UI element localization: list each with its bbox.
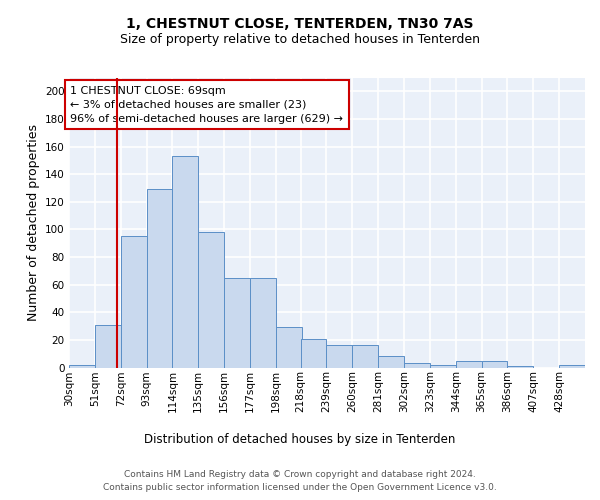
Bar <box>199 232 224 368</box>
Text: Contains HM Land Registry data © Crown copyright and database right 2024.
Contai: Contains HM Land Registry data © Crown c… <box>103 470 497 492</box>
Bar <box>69 364 95 368</box>
Bar <box>508 366 533 368</box>
Bar <box>585 364 600 368</box>
Text: 1, CHESTNUT CLOSE, TENTERDEN, TN30 7AS: 1, CHESTNUT CLOSE, TENTERDEN, TN30 7AS <box>126 18 474 32</box>
Bar <box>404 364 430 368</box>
Bar <box>121 236 146 368</box>
Text: Size of property relative to detached houses in Tenterden: Size of property relative to detached ho… <box>120 32 480 46</box>
Text: Distribution of detached houses by size in Tenterden: Distribution of detached houses by size … <box>145 432 455 446</box>
Bar <box>276 328 302 368</box>
Bar <box>146 190 172 368</box>
Bar <box>95 324 121 368</box>
Bar <box>301 338 326 368</box>
Y-axis label: Number of detached properties: Number of detached properties <box>26 124 40 321</box>
Bar <box>378 356 404 368</box>
Bar <box>559 364 585 368</box>
Bar <box>172 156 199 368</box>
Bar <box>250 278 276 368</box>
Bar <box>455 360 482 368</box>
Bar <box>326 346 352 368</box>
Bar <box>224 278 250 368</box>
Bar <box>430 364 455 368</box>
Bar <box>482 360 508 368</box>
Text: 1 CHESTNUT CLOSE: 69sqm
← 3% of detached houses are smaller (23)
96% of semi-det: 1 CHESTNUT CLOSE: 69sqm ← 3% of detached… <box>70 86 343 124</box>
Bar <box>352 346 378 368</box>
